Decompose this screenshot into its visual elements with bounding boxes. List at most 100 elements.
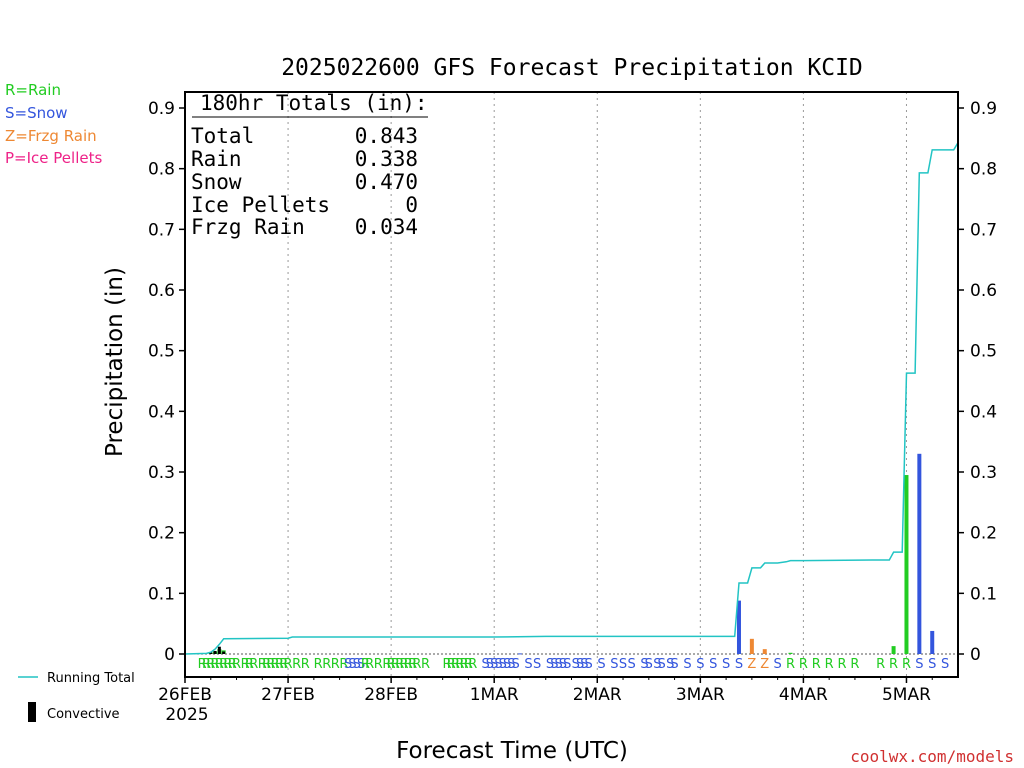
ptype-marker: R bbox=[245, 657, 254, 672]
precip-bar bbox=[891, 646, 896, 654]
ptype-marker: S bbox=[524, 657, 532, 672]
ptype-marker: R bbox=[889, 657, 898, 672]
x-tick-label: 27FEB bbox=[261, 685, 315, 705]
ptype-marker: S bbox=[490, 657, 498, 672]
totals-label-rain: Rain bbox=[191, 147, 242, 171]
ptype-marker: S bbox=[722, 657, 730, 672]
convective-bar bbox=[213, 650, 217, 654]
ptype-marker: S bbox=[554, 657, 562, 672]
y-tick-label-right: 0.4 bbox=[970, 402, 997, 422]
ptype-marker: S bbox=[597, 657, 605, 672]
y-tick-label-left: 0.7 bbox=[148, 220, 175, 240]
precip-bar bbox=[904, 475, 909, 654]
ptype-marker: S bbox=[344, 657, 352, 672]
ptype-marker: R bbox=[447, 657, 456, 672]
totals-label-ice-pellets: Ice Pellets bbox=[191, 193, 330, 217]
convective-bars bbox=[209, 646, 226, 654]
ptype-marker: S bbox=[670, 657, 678, 672]
ptype-marker: R bbox=[374, 657, 383, 672]
ptype-marker: S bbox=[915, 657, 923, 672]
ptype-marker: S bbox=[696, 657, 704, 672]
y-tick-label-left: 0 bbox=[164, 645, 175, 665]
convective-bar bbox=[209, 652, 213, 654]
ptype-marker: R bbox=[451, 657, 460, 672]
y-tick-label-right: 0.2 bbox=[970, 524, 997, 544]
precip-bar bbox=[517, 653, 522, 655]
y-tick-label-right: 0.5 bbox=[970, 342, 997, 362]
ptype-marker: R bbox=[464, 657, 473, 672]
legend-rain: R=Rain bbox=[5, 81, 61, 99]
ptype-marker: S bbox=[928, 657, 936, 672]
totals-value-snow: 0.470 bbox=[355, 170, 418, 194]
ptype-marker: R bbox=[206, 657, 215, 672]
y-tick-label-right: 0.9 bbox=[970, 99, 997, 119]
y-tick-label-right: 0.7 bbox=[970, 220, 997, 240]
y-tick-label-right: 0.3 bbox=[970, 463, 997, 483]
y-tick-label-right: 0.1 bbox=[970, 584, 997, 604]
totals-header: 180hr Totals (in): bbox=[200, 91, 428, 115]
totals-label-frzg-rain: Frzg Rain bbox=[191, 215, 305, 239]
ptype-marker: S bbox=[619, 657, 627, 672]
ptype-marker: R bbox=[442, 657, 451, 672]
y-tick-label-right: 0 bbox=[970, 645, 981, 665]
ptype-marker: R bbox=[198, 657, 207, 672]
ptype-marker: R bbox=[279, 657, 288, 672]
x-year-label: 2025 bbox=[165, 705, 208, 725]
credit-text: coolwx.com/models bbox=[850, 747, 1014, 766]
precip-bar bbox=[749, 638, 754, 654]
ptype-marker: S bbox=[559, 657, 567, 672]
y-tick-label-left: 0.5 bbox=[148, 342, 175, 362]
ptype-marker: R bbox=[314, 657, 323, 672]
precip-bar bbox=[788, 652, 793, 654]
x-tick-label: 1MAR bbox=[470, 685, 519, 705]
y-axis: 0 0 0.1 0.1 0.2 0.2 0.3 0.3 0.4 0.4 0.5 0.5 0.6 0.6 0.… bbox=[148, 99, 997, 665]
ptype-marker: R bbox=[838, 657, 847, 672]
ptype-marker: R bbox=[228, 657, 237, 672]
ptype-marker: R bbox=[322, 657, 331, 672]
ptype-marker: R bbox=[215, 657, 224, 672]
ptype-marker: S bbox=[348, 657, 356, 672]
ptype-marker: R bbox=[395, 657, 404, 672]
ptype-marker: S bbox=[683, 657, 691, 672]
x-tick-label: 3MAR bbox=[676, 685, 725, 705]
legend-freezing-rain: Z=Frzg Rain bbox=[5, 127, 97, 145]
ptype-marker: S bbox=[353, 657, 361, 672]
ptype-marker: S bbox=[503, 657, 511, 672]
ptype-marker: S bbox=[666, 657, 674, 672]
y-tick-label-left: 0.2 bbox=[148, 524, 175, 544]
chart-title: 2025022600 GFS Forecast Precipitation KC… bbox=[281, 55, 863, 81]
ptype-marker: S bbox=[499, 657, 507, 672]
ptype-marker: R bbox=[258, 657, 267, 672]
ptype-marker: R bbox=[455, 657, 464, 672]
ptype-marker: S bbox=[572, 657, 580, 672]
ptype-marker: S bbox=[774, 657, 782, 672]
ptype-marker: R bbox=[211, 657, 220, 672]
ptype-marker: S bbox=[507, 657, 515, 672]
ptype-marker: S bbox=[580, 657, 588, 672]
y-tick-label-left: 0.8 bbox=[148, 160, 175, 180]
ptype-marker: R bbox=[266, 657, 275, 672]
ptype-marker: S bbox=[585, 657, 593, 672]
x-tick-label: 5MAR bbox=[882, 685, 931, 705]
totals-value-rain: 0.338 bbox=[355, 147, 418, 171]
ptype-marker: S bbox=[627, 657, 635, 672]
ptype-marker: S bbox=[563, 657, 571, 672]
vertical-gridlines bbox=[185, 92, 958, 677]
ptype-marker: S bbox=[640, 657, 648, 672]
ptype-marker: R bbox=[232, 657, 241, 672]
precip-bar bbox=[736, 600, 741, 654]
ptype-marker: Z bbox=[760, 657, 769, 672]
ptype-marker: S bbox=[494, 657, 502, 672]
ptype-marker: R bbox=[421, 657, 430, 672]
ptype-marker: R bbox=[387, 657, 396, 672]
precip-bar bbox=[762, 649, 767, 654]
ptype-marker: S bbox=[486, 657, 494, 672]
ptype-marker: R bbox=[249, 657, 258, 672]
ptype-marker: R bbox=[391, 657, 400, 672]
x-axis-label: Forecast Time (UTC) bbox=[396, 738, 628, 764]
totals-label-total: Total bbox=[191, 124, 254, 148]
ptype-marker: S bbox=[941, 657, 949, 672]
x-axis: 26FEB 27FEB 28FEB 1MAR 2MAR 3MAR 4MAR 5MAR bbox=[158, 677, 933, 705]
ptype-marker: R bbox=[902, 657, 911, 672]
